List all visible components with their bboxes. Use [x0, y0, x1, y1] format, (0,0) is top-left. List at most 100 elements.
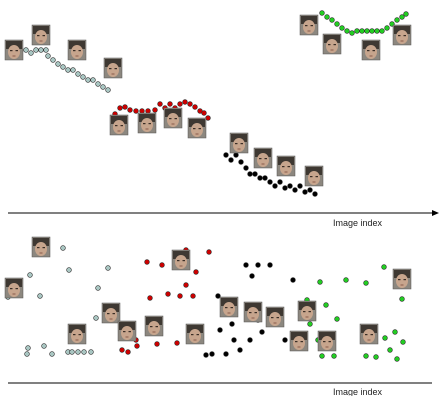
- bottom-cluster_1-point: [49, 351, 55, 357]
- bottom-axis-label: Image index: [333, 387, 383, 396]
- top-cluster_3-point: [297, 183, 303, 189]
- bottom-cluster_1-point: [93, 315, 99, 321]
- top-cluster_1-point: [55, 61, 61, 67]
- top-cluster_4-point: [344, 28, 350, 34]
- top-cluster_3-point: [302, 189, 308, 195]
- bottom-points: [5, 245, 406, 362]
- top-cluster_1-point: [80, 74, 86, 80]
- bottom-cluster_4-point: [387, 347, 393, 353]
- top-cluster_1-point: [23, 47, 29, 53]
- bottom-cluster_2-point: [177, 293, 183, 299]
- bottom-cluster_2-point: [144, 259, 150, 265]
- bottom-face-thumbnail-icon: [317, 330, 337, 352]
- top-cluster_1-point: [85, 77, 91, 83]
- bottom-cluster_4-point: [399, 296, 405, 302]
- bottom-cluster_1-point: [41, 343, 47, 349]
- top-cluster_3-point: [233, 152, 239, 158]
- bottom-face-thumbnail-icon: [171, 249, 191, 271]
- top-cluster_3-point: [228, 157, 234, 163]
- bottom-cluster_4-point: [400, 339, 406, 345]
- bottom-cluster_1-point: [66, 267, 72, 273]
- bottom-face-thumbnail-icon: [101, 302, 121, 324]
- bottom-cluster_4-point: [319, 353, 325, 359]
- top-face-thumbnail-icon: [187, 117, 207, 139]
- top-cluster_2-point: [133, 108, 139, 114]
- top-face-thumbnail-icon: [163, 107, 183, 129]
- bottom-cluster_4-point: [394, 356, 400, 362]
- bottom-cluster_2-point: [159, 262, 165, 268]
- top-points: [23, 10, 409, 197]
- bottom-cluster_2-point: [183, 282, 189, 288]
- bottom-face-thumbnail-icon: [243, 301, 263, 323]
- bottom-cluster_4-point: [381, 264, 387, 270]
- top-face-thumbnail-icon: [253, 147, 273, 169]
- bottom-cluster_3-point: [209, 351, 215, 357]
- bottom-cluster_4-point: [331, 353, 337, 359]
- top-cluster_2-point: [139, 108, 145, 114]
- top-cluster_4-point: [334, 21, 340, 27]
- top-cluster_4-point: [329, 17, 335, 23]
- top-face-thumbnail-icon: [276, 155, 296, 177]
- bottom-cluster_2-point: [119, 347, 125, 353]
- bottom-cluster_1-point: [69, 349, 75, 355]
- top-cluster_3-point: [252, 171, 258, 177]
- top-cluster_1-point: [43, 47, 49, 53]
- bottom-cluster_4-point: [363, 353, 369, 359]
- bottom-cluster_2-point: [190, 293, 196, 299]
- top-cluster_3-point: [238, 159, 244, 165]
- bottom-cluster_1-point: [81, 349, 87, 355]
- top-cluster_2-point: [145, 108, 151, 114]
- top-cluster_3-point: [223, 152, 229, 158]
- top-cluster_2-point: [127, 107, 133, 113]
- top-cluster_3-point: [257, 175, 263, 181]
- top-cluster_1-point: [28, 50, 34, 56]
- bottom-cluster_2-point: [125, 349, 131, 355]
- top-cluster_2-point: [192, 104, 198, 110]
- top-faces: [4, 14, 412, 187]
- bottom-face-thumbnail-icon: [4, 277, 24, 299]
- top-cluster_3-point: [307, 187, 313, 193]
- bottom-face-thumbnail-icon: [185, 323, 205, 345]
- top-face-thumbnail-icon: [299, 14, 319, 36]
- bottom-face-thumbnail-icon: [31, 236, 51, 258]
- bottom-cluster_4-point: [392, 329, 398, 335]
- top-cluster_1-point: [33, 47, 39, 53]
- bottom-face-thumbnail-icon: [144, 315, 164, 337]
- top-cluster_2-point: [157, 101, 163, 107]
- top-cluster_2-point: [152, 107, 158, 113]
- bottom-cluster_4-point: [334, 316, 340, 322]
- top-face-thumbnail-icon: [31, 24, 51, 46]
- top-cluster_2-point: [182, 99, 188, 105]
- bottom-face-thumbnail-icon: [392, 268, 412, 290]
- top-cluster_4-point: [339, 25, 345, 31]
- bottom-cluster_3-point: [247, 337, 253, 343]
- bottom-cluster_3-point: [243, 262, 249, 268]
- top-cluster_3-point: [287, 183, 293, 189]
- top-face-thumbnail-icon: [361, 39, 381, 61]
- top-cluster_1-point: [95, 81, 101, 87]
- bottom-cluster_1-point: [60, 245, 66, 251]
- top-face-thumbnail-icon: [109, 114, 129, 136]
- bottom-cluster_2-point: [174, 340, 180, 346]
- bottom-cluster_3-point: [259, 329, 265, 335]
- top-cluster_3-point: [277, 179, 283, 185]
- bottom-cluster_2-point: [147, 295, 153, 301]
- top-cluster_2-point: [177, 101, 183, 107]
- bottom-face-thumbnail-icon: [117, 320, 137, 342]
- bottom-panel: Image index: [4, 236, 432, 396]
- bottom-cluster_4-point: [323, 302, 329, 308]
- bottom-cluster_3-point: [237, 347, 243, 353]
- top-cluster_3-point: [247, 171, 253, 177]
- top-cluster_3-point: [243, 165, 249, 171]
- top-face-thumbnail-icon: [392, 24, 412, 46]
- bottom-face-thumbnail-icon: [67, 323, 87, 345]
- bottom-cluster_2-point: [193, 269, 199, 275]
- bottom-cluster_1-point: [37, 293, 43, 299]
- top-cluster_1-point: [90, 77, 96, 83]
- top-cluster_2-point: [122, 104, 128, 110]
- bottom-cluster_2-point: [154, 341, 160, 347]
- top-cluster_4-point: [354, 28, 360, 34]
- bottom-cluster_1-point: [75, 349, 81, 355]
- bottom-cluster_3-point: [203, 352, 209, 358]
